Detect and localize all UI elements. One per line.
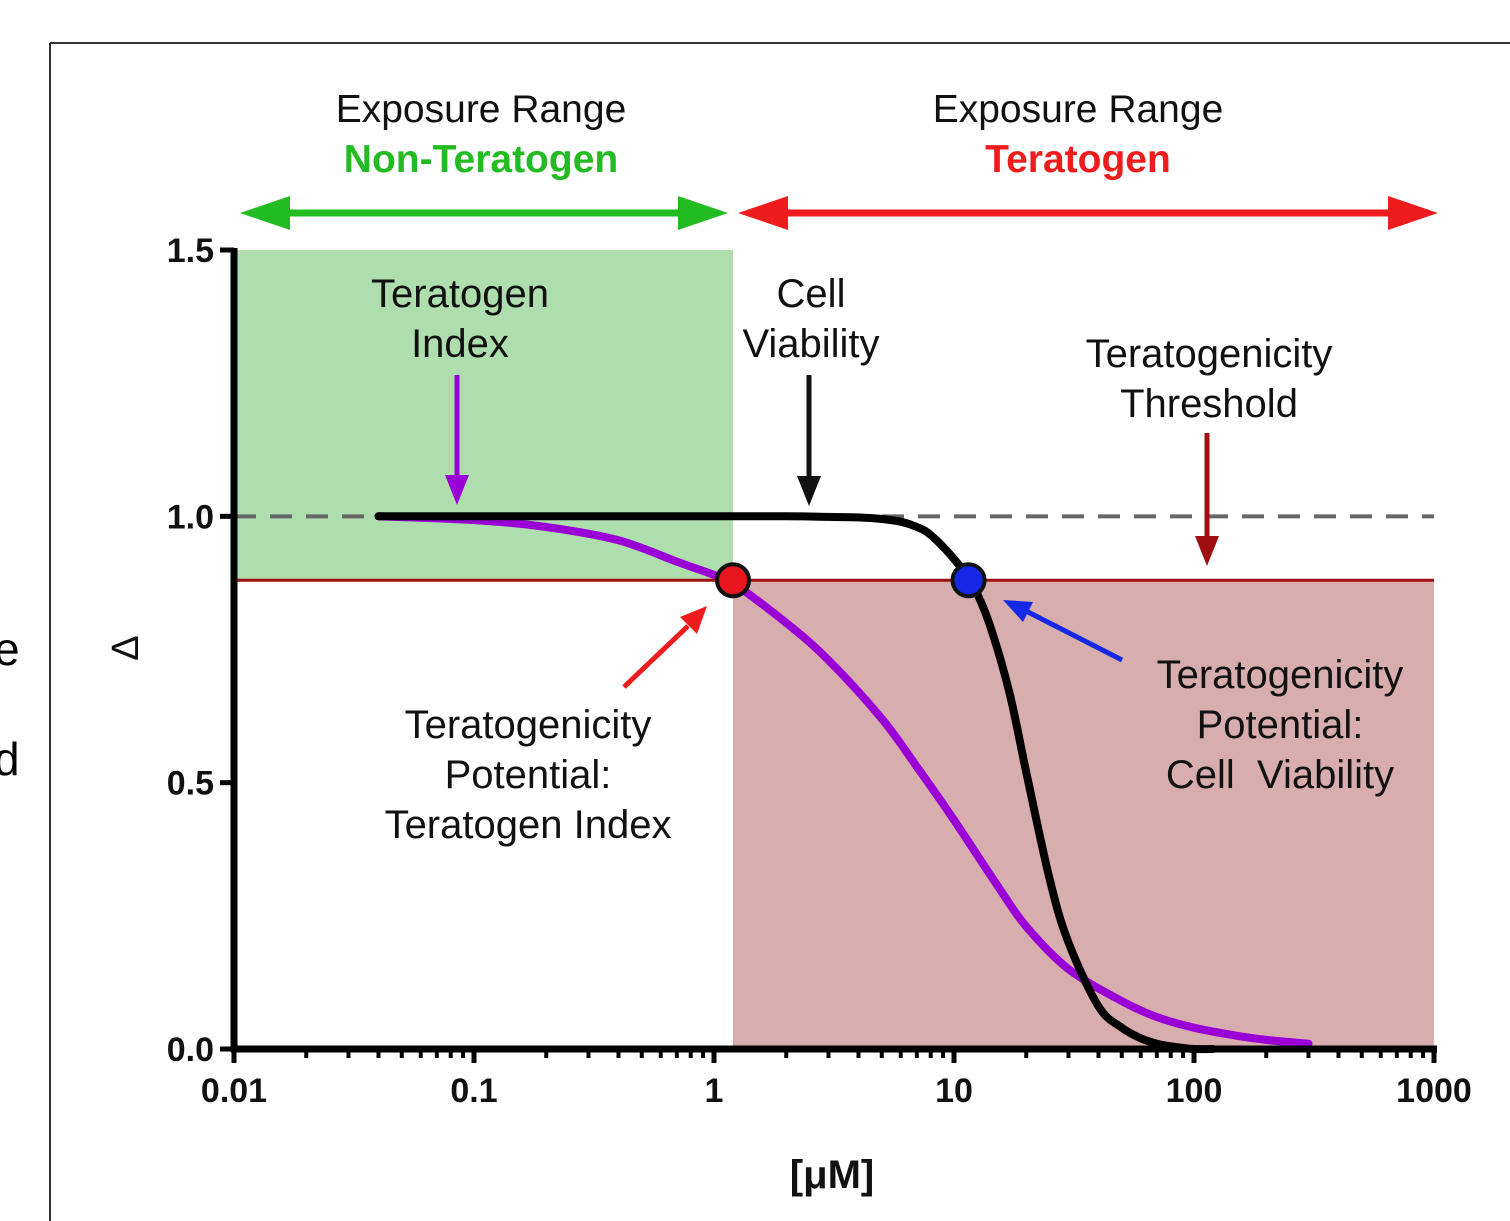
teratogen-index-arrow (445, 375, 469, 505)
threshold-arrow (1195, 433, 1219, 566)
annotation-potential-cv-3: Cell Viability (1166, 753, 1394, 797)
x-tick-label: 10 (935, 1072, 973, 1110)
header-right-line1: Exposure Range (933, 88, 1224, 131)
header-left-line1: Exposure Range (336, 88, 627, 131)
x-tick-label: 0.01 (201, 1072, 267, 1110)
cell-viability-arrow (797, 375, 821, 506)
y-ticks (220, 247, 234, 1052)
x-tick-label: 100 (1166, 1072, 1223, 1110)
potential-cell-viability-arrow (1003, 600, 1124, 663)
x-axis-label: [μM] (790, 1153, 874, 1197)
x-tick-label: 1000 (1396, 1072, 1472, 1110)
y-tick-label: 0.0 (167, 1031, 214, 1069)
y-tick-label: 1.0 (167, 498, 214, 536)
y-axis-label: Δ (105, 635, 147, 660)
left-edge-text-2: d (0, 733, 20, 785)
header-left-line2: Non-Teratogen (344, 138, 618, 181)
annotation-cell-viability-2: Viability (742, 322, 879, 366)
annotation-potential-ti-3: Teratogen Index (385, 803, 672, 847)
x-tick-label: 0.1 (450, 1072, 497, 1110)
y-tick-labels: 0.0 0.5 1.0 1.5 (167, 232, 214, 1069)
annotation-potential-ti-2: Potential: (445, 753, 612, 797)
cell-viability-point (950, 562, 987, 599)
y-tick-label: 1.5 (167, 232, 214, 270)
non-teratogen-range-arrow (240, 196, 728, 230)
x-tick-label: 1 (705, 1072, 724, 1110)
non-teratogen-region (234, 250, 734, 581)
annotation-potential-ti-1: Teratogenicity (405, 703, 652, 747)
annotation-potential-cv-2: Potential: (1197, 703, 1364, 747)
annotation-cell-viability-1: Cell (777, 272, 846, 316)
annotation-teratogen-index-2: Index (411, 322, 509, 366)
teratogen-index-point (715, 562, 752, 599)
teratogen-range-arrow (738, 196, 1438, 230)
annotation-teratogen-index-1: Teratogen (371, 272, 549, 316)
teratogen-index-curve (374, 512, 1313, 1048)
axes (220, 247, 1437, 1063)
header-right-line2: Teratogen (985, 138, 1171, 181)
left-edge-text-1: e (0, 623, 20, 675)
annotation-potential-cv-1: Teratogenicity (1157, 653, 1404, 697)
annotation-threshold-2: Threshold (1120, 382, 1298, 426)
potential-teratogen-index-arrow (622, 606, 707, 689)
annotation-threshold-1: Teratogenicity (1086, 332, 1333, 376)
x-tick-labels: 0.01 0.1 1 10 100 1000 (201, 1072, 1472, 1110)
y-tick-label: 0.5 (167, 765, 214, 803)
